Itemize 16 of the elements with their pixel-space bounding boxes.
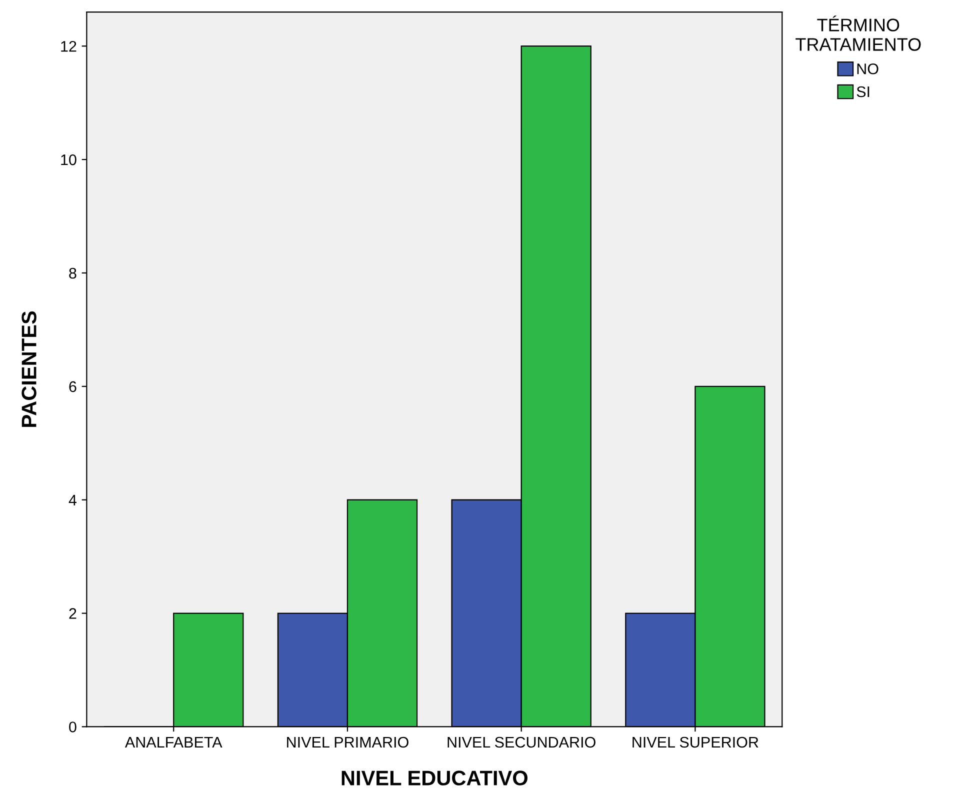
y-tick-label: 6 xyxy=(69,381,76,392)
y-tick-label: 10 xyxy=(61,154,76,166)
y-tick-label: 8 xyxy=(69,268,76,279)
y-tick-label: 4 xyxy=(68,494,77,506)
y-tick-label: 12 xyxy=(61,40,76,52)
x-tick-label: NIVEL SECUNDARIO xyxy=(448,736,596,748)
legend-title: TÉRMINO TRATAMIENTO xyxy=(796,16,921,51)
x-tick-label: NIVEL SUPERIOR xyxy=(632,736,758,748)
y-tick-label: 0 xyxy=(69,722,76,732)
y-axis-title: PACIENTES xyxy=(22,311,36,427)
y-tick-label: 2 xyxy=(69,608,76,619)
x-tick-label: ANALFABETA xyxy=(124,737,222,748)
legend-label: NO xyxy=(857,63,878,74)
x-tick-label: NIVEL PRIMARIO xyxy=(287,736,408,748)
legend-label: SI xyxy=(856,86,870,98)
x-axis-title: NIVEL EDUCATIVO xyxy=(342,770,528,786)
